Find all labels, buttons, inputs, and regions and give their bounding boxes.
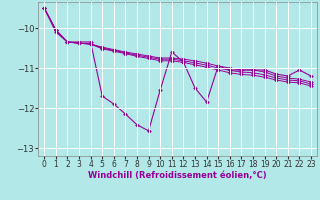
X-axis label: Windchill (Refroidissement éolien,°C): Windchill (Refroidissement éolien,°C)	[88, 171, 267, 180]
